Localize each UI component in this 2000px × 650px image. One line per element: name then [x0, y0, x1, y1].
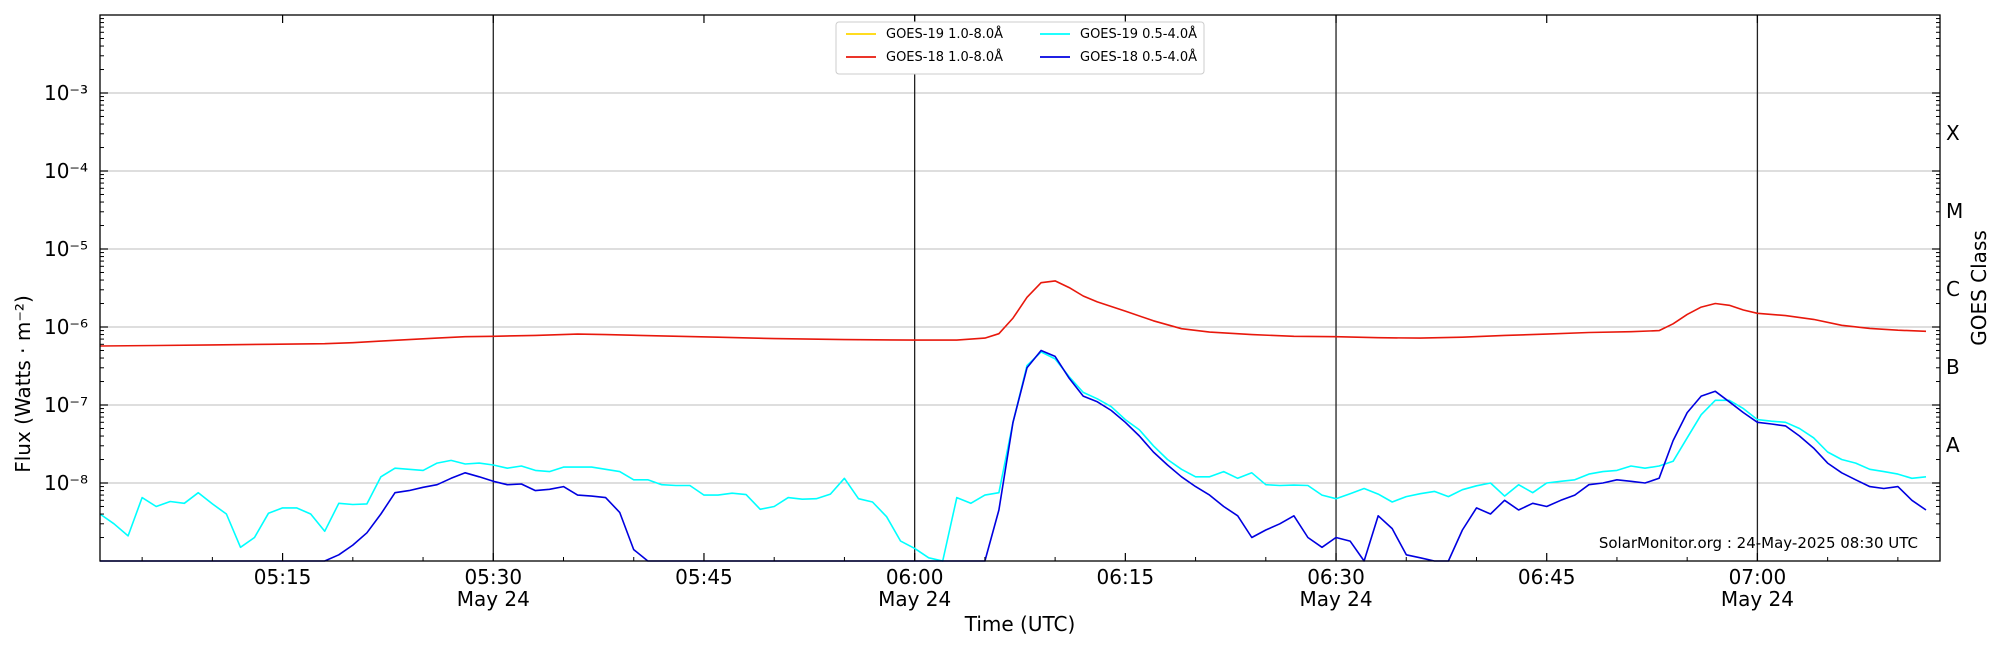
legend-entry-1: GOES-18 1.0-8.0Å — [886, 49, 1003, 65]
y-tick-label: 10⁻³ — [44, 81, 88, 105]
x-tick-date-label: May 24 — [878, 587, 951, 611]
goes-class-x: X — [1946, 121, 1960, 145]
y-tick-label: 10⁻⁵ — [44, 237, 88, 261]
goes-class-labels: A B C M X — [1946, 121, 1963, 457]
x-tick-date-label: May 24 — [1721, 587, 1794, 611]
series-line-2 — [99, 351, 1927, 562]
x-tick-date-label: May 24 — [1299, 587, 1372, 611]
grid-lines — [100, 92, 1940, 484]
series-line-1 — [99, 280, 1927, 347]
x-tick-label: 06:00 — [886, 565, 944, 589]
y-tick-label: 10⁻⁶ — [44, 315, 88, 339]
y-axis-ticks: 10⁻⁸ 10⁻⁷ 10⁻⁶ 10⁻⁵ 10⁻⁴ 10⁻³ — [44, 18, 1940, 539]
x-tick-label: 06:45 — [1518, 565, 1576, 589]
day-marker-lines — [492, 15, 1759, 561]
data-series — [99, 280, 1927, 562]
x-tick-label: 06:30 — [1307, 565, 1365, 589]
x-tick-date-label: May 24 — [457, 587, 530, 611]
x-tick-label: 05:30 — [464, 565, 522, 589]
legend-entry-2: GOES-19 0.5-4.0Å — [1080, 26, 1197, 42]
goes-class-b: B — [1946, 355, 1960, 379]
legend-box — [835, 21, 1205, 75]
x-axis-label: Time (UTC) — [964, 612, 1076, 636]
x-tick-label: 05:45 — [675, 565, 733, 589]
goes-class-c: C — [1946, 277, 1960, 301]
y-tick-label: 10⁻⁷ — [44, 393, 88, 417]
credit-text: SolarMonitor.org : 24-May-2025 08:30 UTC — [1599, 534, 1918, 552]
goes-class-m: M — [1946, 199, 1963, 223]
x-tick-label: 06:15 — [1097, 565, 1155, 589]
y-tick-label: 10⁻⁸ — [44, 471, 88, 495]
x-tick-label: 07:00 — [1729, 565, 1787, 589]
legend-entry-0: GOES-19 1.0-8.0Å — [886, 26, 1003, 42]
series-line-3 — [100, 349, 1927, 562]
goes-class-a: A — [1946, 433, 1960, 457]
y-tick-label: 10⁻⁴ — [44, 159, 88, 183]
plot-frame — [99, 14, 1941, 562]
x-tick-label: 05:15 — [254, 565, 312, 589]
goes-class-axis-label: GOES Class — [1967, 230, 1991, 346]
legend: GOES-19 1.0-8.0Å GOES-18 1.0-8.0Å GOES-19 … — [835, 21, 1205, 75]
legend-entry-3: GOES-18 0.5-4.0Å — [1080, 49, 1197, 65]
y-axis-label: Flux (Watts · m⁻²) — [11, 295, 35, 473]
